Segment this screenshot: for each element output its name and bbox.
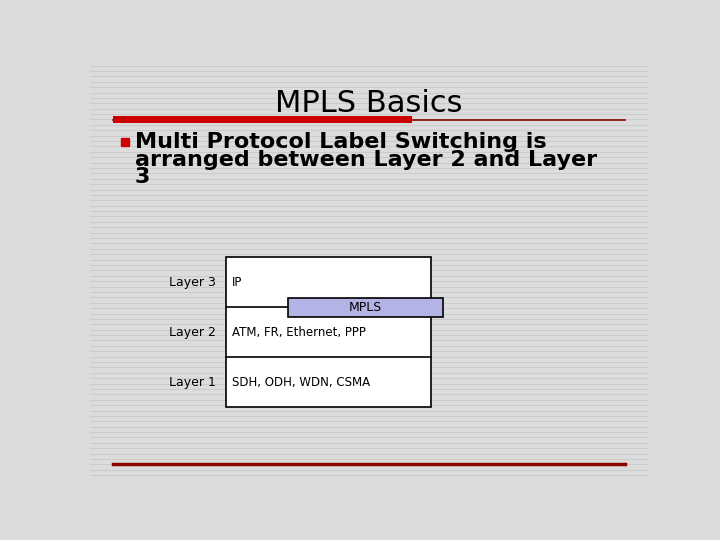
Text: Layer 2: Layer 2 [169,326,216,339]
Text: 3: 3 [135,167,150,187]
Text: MPLS: MPLS [348,301,382,314]
Text: Layer 3: Layer 3 [169,276,216,289]
Bar [121,138,129,146]
Bar [225,257,431,408]
Bar [287,298,443,316]
Bar [113,117,412,123]
Text: SDH, ODH, WDN, CSMA: SDH, ODH, WDN, CSMA [232,376,370,389]
Text: Layer 1: Layer 1 [169,376,216,389]
Text: arranged between Layer 2 and Layer: arranged between Layer 2 and Layer [135,150,597,170]
Text: Multi Protocol Label Switching is: Multi Protocol Label Switching is [135,132,546,152]
Text: ATM, FR, Ethernet, PPP: ATM, FR, Ethernet, PPP [232,326,366,339]
Text: IP: IP [232,276,242,289]
Text: MPLS Basics: MPLS Basics [275,89,463,118]
